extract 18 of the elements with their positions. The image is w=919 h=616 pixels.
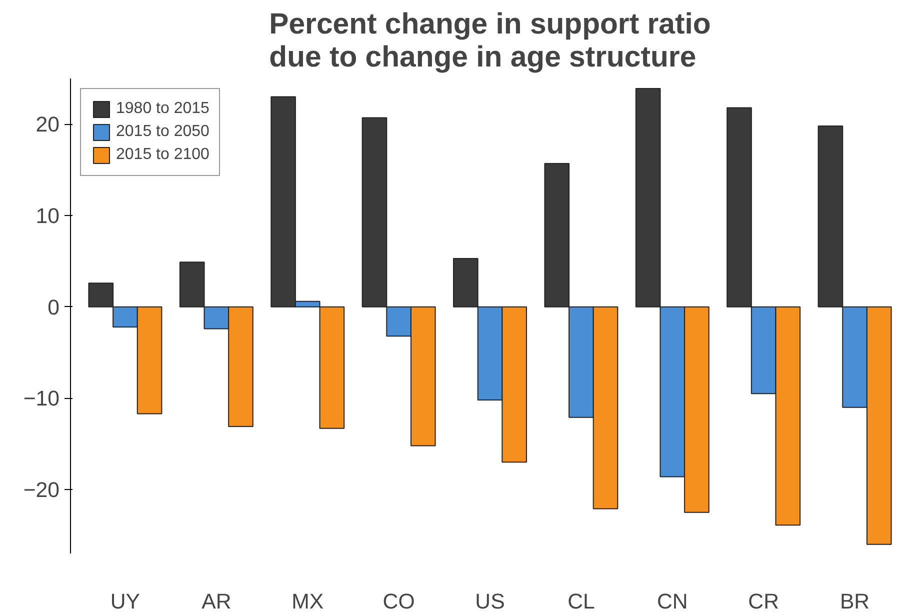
legend-label: 2015 to 2050 xyxy=(116,123,210,141)
y-tick-label: 10 xyxy=(36,204,60,228)
y-tick-label: −20 xyxy=(23,478,60,502)
x-tick-label: AR xyxy=(202,590,232,614)
x-tick-label: CR xyxy=(748,590,779,614)
x-tick-label: UY xyxy=(110,590,140,614)
legend-label: 1980 to 2015 xyxy=(116,100,210,118)
y-tick-label: −10 xyxy=(23,386,60,411)
x-tick-label: CL xyxy=(568,590,595,614)
chart-title: Percent change in support ratio due to change in age structure xyxy=(269,8,711,74)
x-tick-label: BR xyxy=(840,590,870,614)
y-tick-label: 0 xyxy=(48,295,60,320)
x-tick-label: MX xyxy=(292,590,324,614)
x-tick-label: CO xyxy=(382,590,415,614)
y-tick-label: 20 xyxy=(36,112,60,137)
x-tick-label: CN xyxy=(656,590,688,614)
x-tick-label: US xyxy=(475,590,505,614)
legend-label: 2015 to 2100 xyxy=(116,146,210,164)
